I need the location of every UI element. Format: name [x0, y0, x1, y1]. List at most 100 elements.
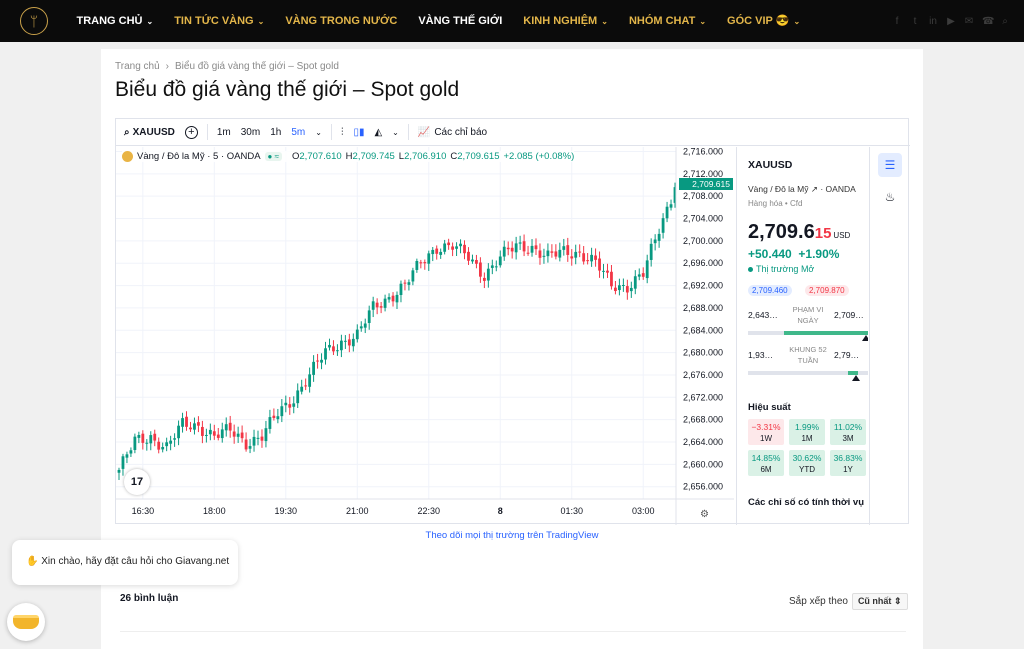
- candle: [562, 238, 566, 256]
- candle: [324, 341, 327, 365]
- candle: [189, 421, 192, 433]
- external-link-icon[interactable]: ↗: [810, 184, 818, 194]
- candle: [395, 291, 399, 309]
- nav-item-3[interactable]: VÀNG THẾ GIỚI: [408, 0, 513, 42]
- gear-icon[interactable]: ⚙: [700, 509, 709, 520]
- breadcrumb-current: Biểu đồ giá vàng thế giới – Spot gold: [175, 61, 339, 72]
- sort-select[interactable]: Cũ nhất ⇕: [851, 593, 908, 610]
- candle: [554, 244, 558, 260]
- chart-legend: Vàng / Đô la Mỹ · 5 · OANDA ● ≈ O2,707.6…: [122, 151, 575, 162]
- performance-ytd[interactable]: 30.62% YTD: [789, 450, 825, 476]
- candle: [645, 254, 649, 284]
- candle: [201, 420, 204, 444]
- candle: [423, 259, 427, 270]
- legend-open: O2,707.610: [292, 151, 342, 162]
- search-icon[interactable]: ⌕: [1002, 15, 1008, 27]
- candle: [673, 182, 677, 208]
- candle: [530, 239, 534, 257]
- performance-1m[interactable]: 1.99% 1M: [789, 419, 825, 445]
- x-tick-label: 03:00: [632, 506, 655, 516]
- candle: [538, 243, 542, 265]
- twitter-icon[interactable]: t: [913, 15, 917, 27]
- performance-period: 6M: [760, 465, 772, 474]
- candle: [522, 234, 526, 257]
- nav-item-4[interactable]: KINH NGHIỆM ⌄: [513, 0, 619, 43]
- performance-title: Hiệu suất: [748, 402, 791, 413]
- nav-item-2[interactable]: VÀNG TRONG NƯỚC: [275, 0, 408, 42]
- flame-icon: ♨: [884, 190, 896, 204]
- candle: [149, 431, 153, 451]
- candle: [550, 244, 554, 258]
- performance-1w[interactable]: −3.31% 1W: [748, 419, 784, 445]
- candle: [220, 422, 224, 443]
- tradingview-link[interactable]: Theo dõi mọi thị trường trên TradingView: [425, 530, 599, 541]
- market-status-badge[interactable]: ● ≈: [264, 152, 282, 161]
- details-panel-button[interactable]: ☰: [878, 153, 902, 177]
- interval-1m[interactable]: 1m: [216, 126, 231, 138]
- youtube-icon[interactable]: ▶: [947, 15, 955, 27]
- chart-style-dropdown[interactable]: ⌄: [387, 128, 404, 137]
- candle: [336, 344, 339, 356]
- breadcrumb-home[interactable]: Trang chủ: [115, 61, 160, 72]
- nav-item-0[interactable]: TRANG CHỦ ⌄: [66, 0, 164, 43]
- candle: [173, 433, 176, 447]
- comments-count: 26 bình luận: [120, 593, 179, 604]
- interval-30m[interactable]: 30m: [240, 126, 261, 138]
- performance-value: 1.99%: [794, 422, 820, 432]
- tradingview-logo-icon[interactable]: 17: [124, 469, 150, 495]
- nav-item-label: VÀNG TRONG NƯỚC: [285, 15, 398, 27]
- facebook-icon[interactable]: f: [895, 15, 899, 27]
- candle: [252, 429, 256, 452]
- indicators-button[interactable]: 📈 Các chỉ báo: [413, 127, 492, 138]
- candle: [463, 240, 466, 260]
- interval-dropdown[interactable]: ⌄: [310, 128, 327, 137]
- legend-title[interactable]: Vàng / Đô la Mỹ · 5 · OANDA: [137, 151, 261, 162]
- candle-style-button[interactable]: ▯▮: [348, 127, 369, 138]
- candle: [618, 278, 621, 296]
- nav-item-5[interactable]: NHÓM CHAT ⌄: [618, 0, 716, 43]
- candle: [669, 199, 673, 211]
- price-chart[interactable]: 2,716.000 2,712.000 2,708.000 2,704.000 2,70…: [116, 147, 734, 525]
- interval-1h[interactable]: 1h: [270, 126, 282, 138]
- phone-icon[interactable]: ☎: [982, 15, 995, 27]
- compare-symbol-button[interactable]: +: [180, 125, 203, 139]
- x-tick-label: 8: [498, 506, 503, 516]
- linkedin-icon[interactable]: in: [929, 15, 937, 27]
- candle: [431, 246, 435, 262]
- area-style-button[interactable]: ◭: [369, 127, 387, 138]
- performance-grid: −3.31% 1W 1.99% 1M 11.02% 3M 14.85% 6M 30.62% YTD…: [748, 419, 868, 476]
- nav-item-6[interactable]: GÓC VIP 😎 ⌄: [717, 0, 811, 43]
- candle: [383, 294, 387, 312]
- chevron-down-icon: ⌄: [146, 16, 154, 26]
- bar-style-button[interactable]: ⫶: [336, 127, 349, 138]
- candlestick-chart[interactable]: 2,716.000 2,712.000 2,708.000 2,704.000 2,70…: [116, 147, 734, 525]
- week52-high: 2,79…: [834, 350, 860, 360]
- details-category: Hàng hóa • Cfd: [748, 199, 803, 208]
- candle: [490, 259, 494, 275]
- candle: [633, 270, 637, 295]
- candle: [328, 338, 331, 351]
- candle: [498, 250, 502, 268]
- page-title: Biểu đồ giá vàng thế giới – Spot gold: [115, 78, 460, 101]
- chat-launcher-button[interactable]: [7, 603, 45, 641]
- candle: [407, 279, 411, 291]
- site-logo[interactable]: ᛘ: [20, 7, 48, 35]
- nav-item-1[interactable]: TIN TỨC VÀNG ⌄: [164, 0, 275, 43]
- interval-5m[interactable]: 5m: [291, 126, 306, 138]
- widget-right-toolbar: ☰ ♨: [869, 147, 909, 525]
- chat-greeting-bubble[interactable]: ✋ Xin chào, hãy đặt câu hỏi cho Giavang.…: [12, 540, 238, 585]
- details-symbol[interactable]: XAUUSD: [748, 159, 793, 171]
- candle: [129, 447, 133, 457]
- performance-3m[interactable]: 11.02% 3M: [830, 419, 866, 445]
- y-tick-label: 2,688.000: [683, 303, 723, 313]
- y-tick-label: 2,676.000: [683, 370, 723, 380]
- performance-6m[interactable]: 14.85% 6M: [748, 450, 784, 476]
- email-icon[interactable]: ✉: [964, 15, 974, 27]
- hotlist-button[interactable]: ♨: [878, 185, 902, 209]
- market-status: Thị trường Mở: [748, 264, 814, 274]
- candle: [208, 423, 212, 441]
- candle: [193, 417, 196, 435]
- symbol-search-button[interactable]: ⌕ XAUUSD: [116, 127, 180, 138]
- performance-1y[interactable]: 36.83% 1Y: [830, 450, 866, 476]
- chevron-down-icon: ⌄: [793, 16, 801, 26]
